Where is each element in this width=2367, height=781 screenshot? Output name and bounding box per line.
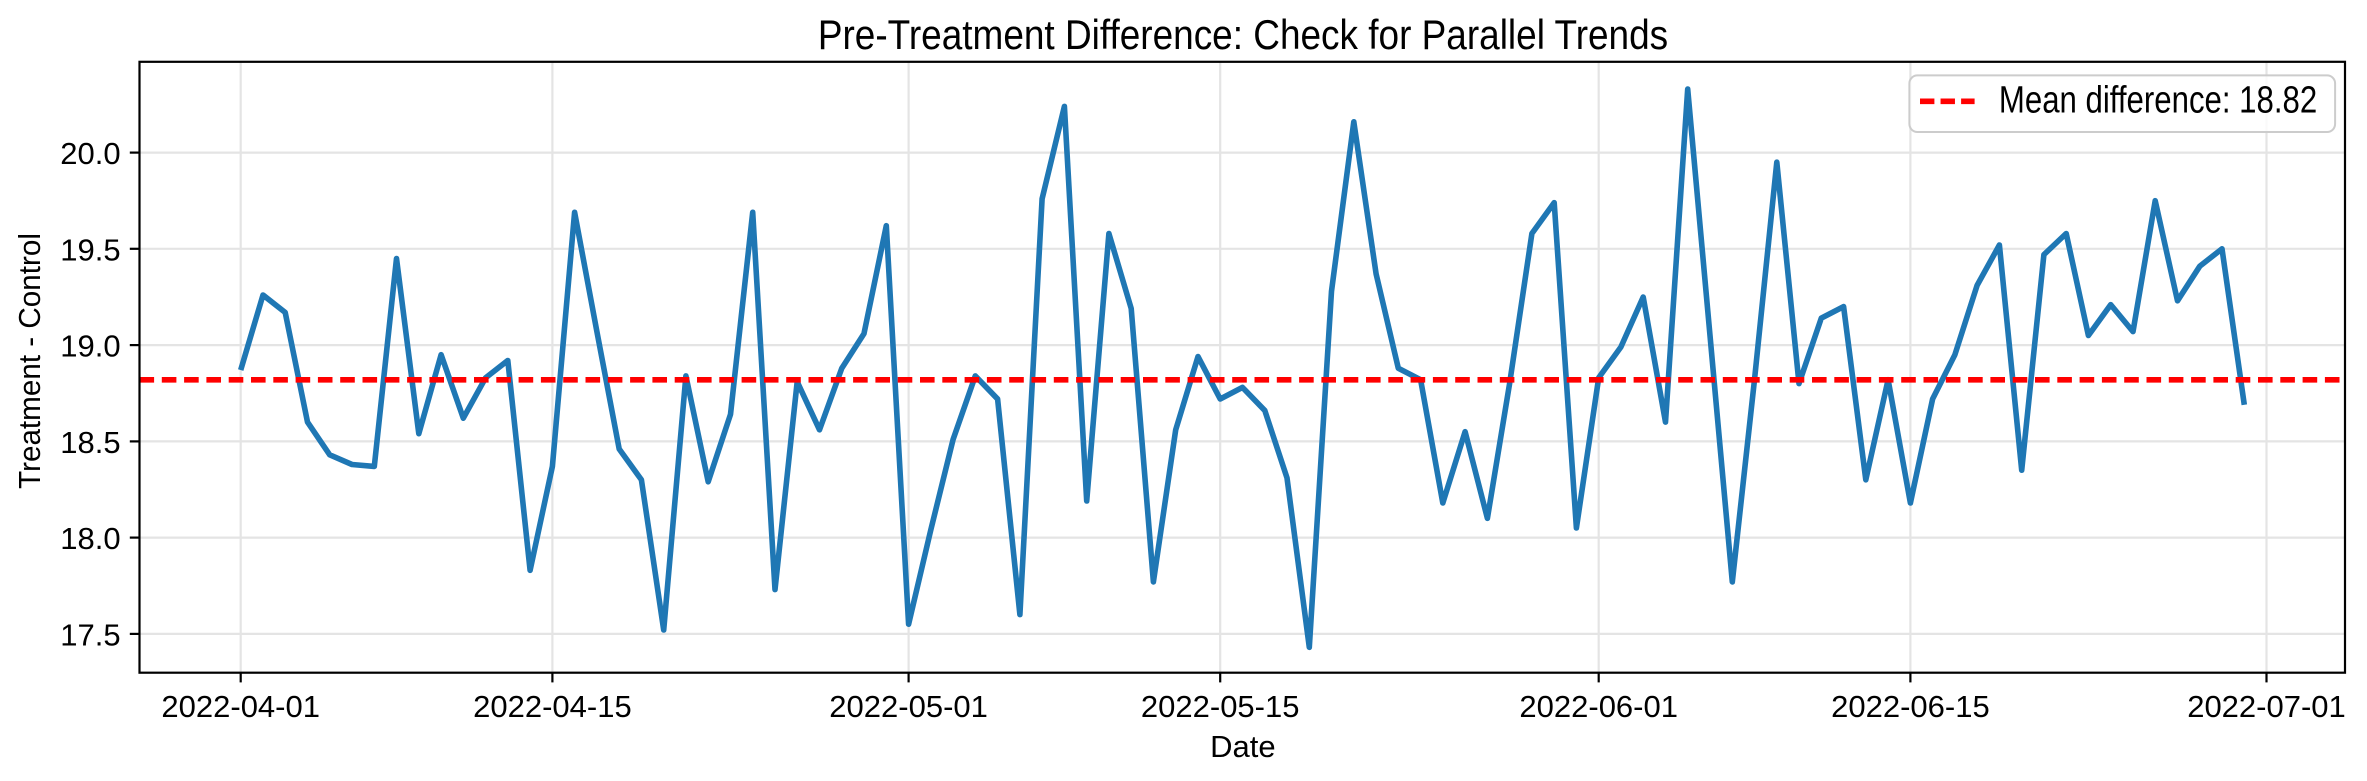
svg-text:19.5: 19.5 [60, 232, 120, 267]
svg-text:Treatment - Control: Treatment - Control [12, 233, 47, 489]
svg-text:18.0: 18.0 [60, 521, 120, 556]
svg-text:2022-07-01: 2022-07-01 [2187, 689, 2346, 724]
svg-text:Pre-Treatment Difference: Chec: Pre-Treatment Difference: Check for Para… [818, 11, 1668, 58]
svg-text:Date: Date [1210, 729, 1275, 764]
svg-text:2022-04-01: 2022-04-01 [161, 689, 320, 724]
svg-text:Mean difference: 18.82: Mean difference: 18.82 [1999, 80, 2317, 122]
svg-text:2022-04-15: 2022-04-15 [473, 689, 632, 724]
svg-text:18.5: 18.5 [60, 425, 120, 460]
svg-text:19.0: 19.0 [60, 329, 120, 364]
svg-text:17.5: 17.5 [60, 617, 120, 652]
svg-text:2022-05-15: 2022-05-15 [1141, 689, 1300, 724]
svg-text:2022-05-01: 2022-05-01 [829, 689, 988, 724]
svg-text:2022-06-01: 2022-06-01 [1519, 689, 1678, 724]
svg-text:20.0: 20.0 [60, 136, 120, 171]
svg-text:2022-06-15: 2022-06-15 [1831, 689, 1990, 724]
